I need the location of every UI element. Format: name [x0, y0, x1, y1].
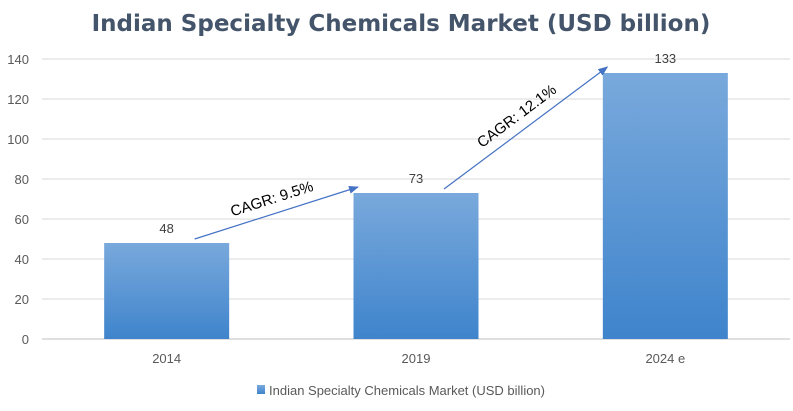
x-tick-label: 2014	[152, 351, 181, 366]
x-tick-label: 2024 e	[645, 351, 685, 366]
bar	[353, 193, 479, 339]
y-axis-ticks: 0 20 40 60 80 100 120 140	[7, 52, 29, 347]
data-labels: 48 73 133	[159, 51, 676, 236]
bar	[104, 243, 230, 339]
x-axis-ticks: 2014 2019 2024 e	[152, 351, 685, 366]
y-tick-label: 120	[7, 92, 29, 107]
y-tick-label: 40	[15, 252, 29, 267]
cagr-arrow	[443, 66, 609, 190]
y-tick-label: 80	[15, 172, 29, 187]
cagr-arrow	[194, 185, 359, 240]
y-tick-label: 0	[22, 332, 29, 347]
y-tick-label: 140	[7, 52, 29, 67]
data-label: 73	[409, 171, 423, 186]
data-label: 48	[159, 221, 173, 236]
x-tick-label: 2019	[402, 351, 431, 366]
legend-swatch	[257, 385, 265, 394]
chart-title: Indian Specialty Chemicals Market (USD b…	[92, 11, 711, 37]
legend: Indian Specialty Chemicals Market (USD b…	[257, 383, 545, 398]
y-tick-label: 60	[15, 212, 29, 227]
cagr-label: CAGR: 12.1%	[474, 81, 560, 151]
y-tick-label: 20	[15, 292, 29, 307]
y-tick-label: 100	[7, 132, 29, 147]
legend-label: Indian Specialty Chemicals Market (USD b…	[269, 383, 545, 398]
bars	[104, 73, 728, 339]
data-label: 133	[654, 51, 676, 66]
bar	[602, 73, 728, 339]
